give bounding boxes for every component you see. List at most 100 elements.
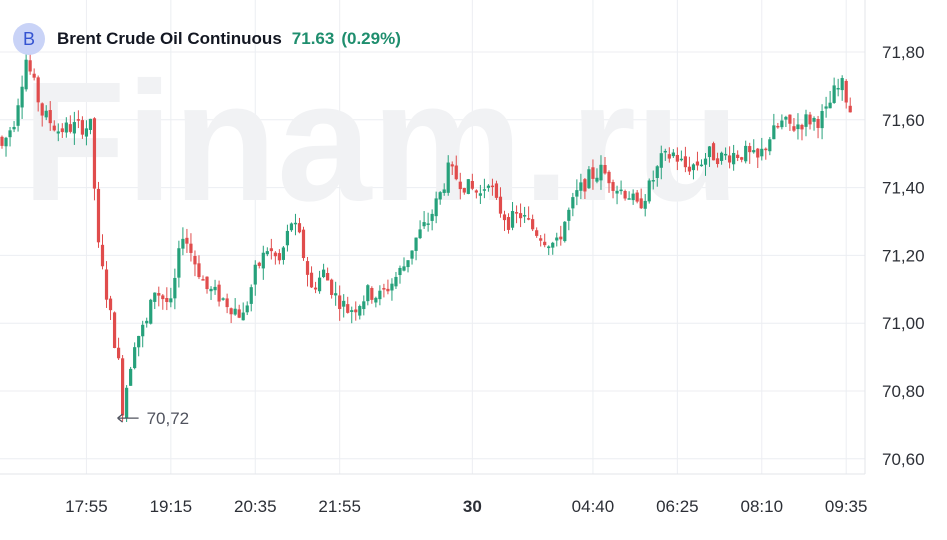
candle-body (764, 148, 768, 151)
candle-body (796, 124, 800, 130)
candle-body (474, 190, 478, 193)
candle-body (177, 248, 181, 278)
candle-body (651, 180, 655, 182)
candle-body (193, 255, 197, 265)
y-tick-label: 70,60 (882, 450, 925, 469)
candle-body (494, 183, 499, 198)
candle-body (828, 102, 832, 109)
candle-body (406, 260, 410, 268)
candle-body (221, 298, 225, 300)
candle-body (418, 229, 422, 239)
candle-body (563, 221, 567, 242)
candle-body (732, 152, 736, 165)
y-tick-label: 71,60 (882, 111, 925, 130)
candle-body (631, 193, 635, 201)
candle-body (740, 157, 744, 160)
candle-body (129, 368, 133, 386)
y-tick-label: 71,40 (882, 179, 925, 198)
candle-body (24, 59, 28, 90)
candle-body (502, 214, 507, 221)
candle-body (346, 304, 350, 313)
candle-body (313, 287, 318, 290)
candle-body (466, 179, 470, 194)
candle-body (438, 192, 442, 200)
candle-body (8, 130, 12, 138)
candle-body (20, 86, 24, 108)
candle-body (52, 125, 56, 131)
candle-body (434, 198, 438, 217)
candle-body (374, 297, 378, 303)
candle-body (482, 189, 486, 191)
candle-body (498, 196, 503, 214)
candle-body (703, 158, 708, 165)
candle-body (217, 284, 221, 302)
candle-body (715, 158, 720, 165)
candle-body (125, 387, 129, 419)
candle-body (145, 320, 149, 324)
candle-body (724, 153, 728, 156)
candle-body (309, 272, 314, 288)
candle-body (205, 276, 209, 290)
candle-body (462, 188, 466, 193)
candle-body (273, 252, 277, 257)
candle-body (362, 301, 366, 310)
low-label: 70,72 (147, 409, 190, 428)
candle-body (639, 198, 643, 209)
candle-body (595, 177, 599, 182)
candle-body (169, 298, 173, 303)
candle-body (197, 263, 201, 278)
candle-body (547, 246, 551, 249)
candle-body (96, 188, 101, 243)
candle-body (486, 185, 491, 188)
candle-body (707, 146, 712, 158)
candle-body (293, 222, 298, 225)
candle-body (820, 110, 824, 129)
candle-body (711, 143, 716, 161)
candle-body (691, 164, 696, 171)
y-tick-label: 71,00 (882, 314, 925, 333)
candle-body (671, 152, 675, 157)
candle-body (305, 261, 310, 275)
candle-body (181, 238, 185, 249)
candle-body (40, 103, 44, 116)
candle-body (844, 80, 848, 103)
candle-body (330, 279, 334, 295)
candle-body (543, 241, 547, 246)
candle-body (326, 273, 330, 281)
y-tick-label: 71,20 (882, 246, 925, 265)
candle-body (695, 161, 700, 166)
x-tick-label: 06:25 (656, 497, 699, 516)
candle-body (366, 285, 370, 302)
candle-body (623, 191, 627, 199)
candle-body (342, 300, 346, 307)
candle-body (322, 269, 326, 278)
candle-body (104, 269, 109, 300)
candle-body (756, 148, 760, 158)
candle-body (237, 309, 241, 318)
price-change: (0.29%) (341, 29, 401, 48)
symbol-badge[interactable]: B (13, 23, 45, 55)
candle-body (141, 324, 145, 337)
candle-body (523, 215, 527, 217)
candle-body (659, 153, 663, 168)
candle-body (32, 73, 36, 78)
candle-body (804, 114, 808, 127)
candle-body (60, 128, 64, 133)
candle-body (663, 150, 667, 153)
candle-body (780, 120, 784, 128)
candle-body (784, 116, 788, 120)
candle-body (229, 308, 233, 315)
candles (0, 48, 852, 423)
symbol-name[interactable]: Brent Crude Oil Continuous (57, 29, 282, 48)
candle-body (611, 182, 615, 191)
x-tick-label: 08:10 (741, 497, 784, 516)
candle-body (414, 237, 418, 251)
candle-body (394, 276, 398, 287)
candle-body (760, 148, 764, 157)
candle-body (772, 125, 776, 140)
candle-body (555, 237, 559, 241)
candle-body (157, 293, 161, 296)
candle-body (768, 139, 772, 152)
candle-body (430, 213, 434, 221)
